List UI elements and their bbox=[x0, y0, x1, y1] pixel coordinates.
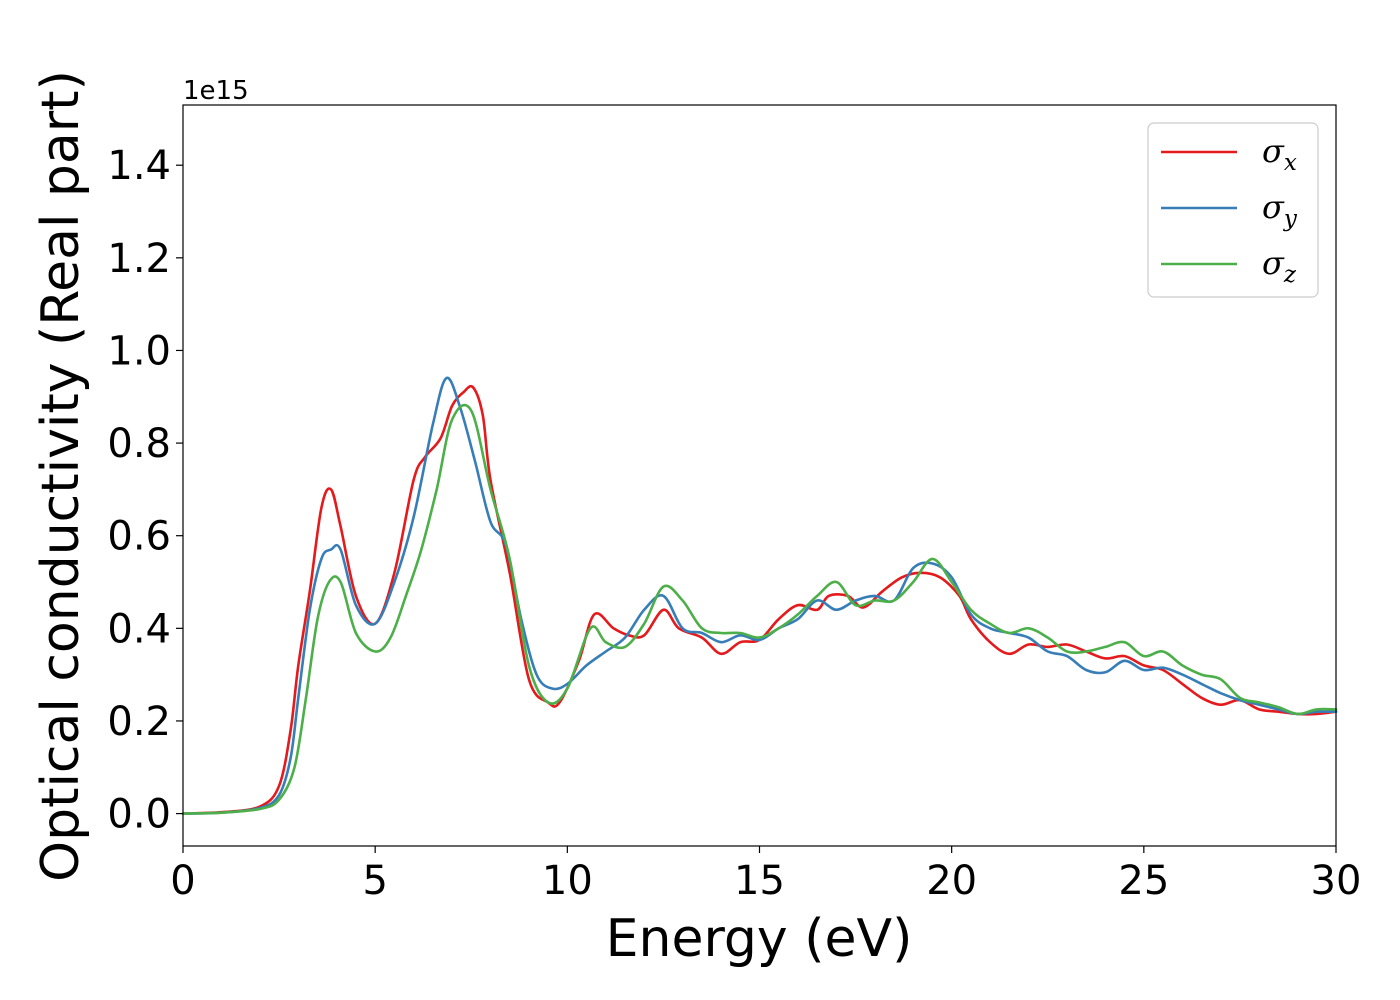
y-tick-label: 0.6 bbox=[107, 514, 171, 560]
y-tick-label: 0.4 bbox=[107, 606, 171, 652]
legend-symbol: σ bbox=[1262, 244, 1285, 282]
series-layer bbox=[181, 376, 1338, 815]
y-offset-label: 1e15 bbox=[183, 76, 249, 106]
legend-subscript: z bbox=[1283, 262, 1297, 288]
y-tick-label: 1.4 bbox=[107, 143, 171, 189]
x-tick-label: 15 bbox=[734, 858, 785, 904]
series-line-z bbox=[181, 403, 1338, 815]
y-tick-label: 1.2 bbox=[107, 236, 171, 282]
legend-label-x: σx bbox=[1262, 132, 1297, 176]
x-tick-label: 20 bbox=[926, 858, 977, 904]
x-tick-label: 5 bbox=[362, 858, 387, 904]
y-tick-label: 0.2 bbox=[107, 699, 171, 745]
legend-label-y: σy bbox=[1262, 188, 1298, 232]
x-tick-label: 0 bbox=[170, 858, 195, 904]
legend-symbol: σ bbox=[1262, 132, 1285, 170]
y-axis-ticks: 0.0 0.2 0.4 0.6 0.8 1.0 1.2 1.4 bbox=[107, 143, 183, 838]
legend-subscript: y bbox=[1283, 206, 1298, 232]
legend-label-z: σz bbox=[1262, 244, 1297, 288]
x-axis-ticks: 0 5 10 15 20 25 30 bbox=[170, 846, 1361, 904]
y-tick-label: 0.8 bbox=[107, 421, 171, 467]
x-tick-label: 30 bbox=[1311, 858, 1362, 904]
x-tick-label: 10 bbox=[542, 858, 593, 904]
series-line-y bbox=[181, 376, 1338, 815]
plot-background bbox=[183, 105, 1336, 846]
legend-symbol: σ bbox=[1262, 188, 1285, 226]
y-tick-label: 0.0 bbox=[107, 792, 171, 838]
y-axis-label: Optical conductivity (Real part) bbox=[31, 70, 91, 882]
x-axis-label: Energy (eV) bbox=[606, 909, 913, 969]
y-tick-label: 1.0 bbox=[107, 328, 171, 374]
legend-frame bbox=[1147, 122, 1319, 298]
legend-subscript: x bbox=[1284, 150, 1297, 176]
x-tick-label: 25 bbox=[1118, 858, 1169, 904]
